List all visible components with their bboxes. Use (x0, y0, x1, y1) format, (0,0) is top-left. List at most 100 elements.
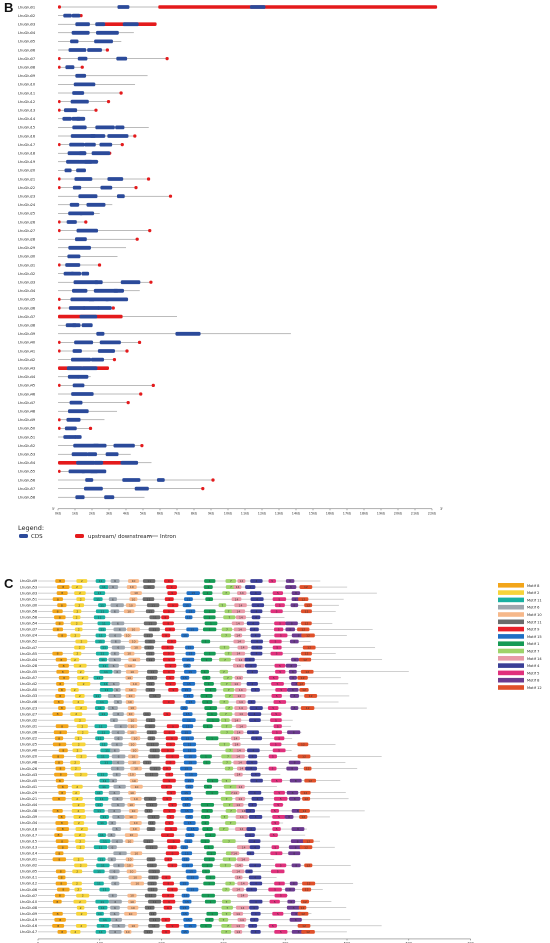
motif-box (127, 802, 136, 807)
motif-number: 8 (293, 730, 295, 734)
motif-box (58, 663, 69, 668)
motif-legend-swatch (498, 685, 524, 690)
motif-box (128, 579, 140, 583)
motif-box (301, 621, 312, 626)
cds-box (72, 185, 82, 190)
motif-box (250, 579, 263, 583)
motif-box (251, 645, 263, 650)
motif-number: 11 (105, 749, 109, 753)
motif-box (99, 688, 114, 692)
motif-box (251, 603, 265, 608)
motif-box (250, 930, 261, 934)
motif-number: 14 (239, 615, 243, 619)
motif-box (98, 917, 112, 922)
motif-box (98, 905, 108, 910)
motif-box (186, 627, 199, 632)
motif-box (95, 930, 107, 934)
motif-box (95, 700, 109, 704)
motif-legend-label: Motif 6 (527, 606, 540, 610)
motif-number: 1 (205, 676, 207, 680)
cds-box (105, 452, 119, 457)
protein-label: LhuGlu12 (20, 882, 37, 886)
motif-box (290, 706, 299, 710)
motif-box (111, 754, 126, 759)
gene-label: LhuGlu34 (18, 289, 36, 293)
gene-label: LhuGlu18 (18, 152, 36, 156)
motif-box (130, 796, 142, 801)
motif-box (56, 585, 70, 589)
protein-label: LhuGlu17 (20, 930, 37, 934)
motif-box (218, 742, 230, 747)
motif-number: 8 (293, 640, 295, 644)
kb-axis-tick-label: 22kb (428, 511, 436, 515)
motif-box (128, 639, 139, 644)
motif-number: 7 (228, 688, 230, 692)
cds-box (117, 5, 130, 9)
motif-box (128, 657, 141, 662)
motif-number: 8 (61, 706, 63, 710)
motif-box (251, 736, 263, 741)
motif-box (57, 784, 69, 789)
cds-box (68, 245, 91, 250)
motif-number: 10 (134, 797, 138, 801)
motif-number: 8 (292, 670, 294, 674)
motif-box (96, 821, 108, 825)
utr-box (139, 392, 143, 396)
protein-row (38, 754, 382, 759)
protein-row (38, 712, 283, 716)
motif-number: 5 (279, 621, 281, 625)
cds-box (134, 486, 149, 491)
motif-box (108, 845, 117, 850)
motif-box (200, 669, 210, 674)
motif-number: 10 (130, 894, 134, 898)
motif-box (164, 857, 173, 862)
motif-box (144, 639, 156, 644)
motif-number: 15 (188, 749, 192, 753)
motif-number: 7 (225, 779, 227, 783)
gene-label: LhuGlu52 (18, 444, 35, 448)
aa-axis-tick-label: 600 (406, 941, 412, 943)
motif-box (163, 730, 176, 735)
motif-number: 15 (185, 603, 189, 607)
motif-number: 9 (167, 857, 169, 861)
motif-number: 7 (229, 749, 231, 753)
protein-label: LhuGlu29 (20, 791, 38, 795)
protein-row (38, 893, 289, 898)
motif-box (108, 893, 118, 898)
motif-number: 1 (206, 658, 208, 662)
motif-number: 4 (255, 706, 257, 710)
motif-number: 11 (153, 918, 157, 922)
protein-label: LhuGlu41 (20, 785, 37, 789)
gene-label: LhuGlu47 (18, 401, 35, 405)
motif-box (299, 585, 313, 589)
motif-box (145, 845, 158, 850)
utr-box (134, 186, 138, 190)
protein-row (38, 657, 383, 662)
motif-number: 10 (130, 730, 134, 734)
motif-box (182, 718, 196, 723)
motif-box (93, 675, 104, 680)
motif-number: 2 (77, 749, 79, 753)
motif-box (285, 579, 295, 583)
motif-number: 6 (114, 609, 116, 613)
motif-box (54, 760, 64, 765)
motif-number: 4 (256, 797, 258, 801)
motif-number: 14 (238, 797, 242, 801)
motif-number: 15 (184, 894, 188, 898)
motif-box (225, 821, 237, 825)
motif-number: 1 (212, 779, 214, 783)
cds-box (74, 435, 82, 439)
motif-box (126, 712, 135, 716)
motif-box (247, 700, 256, 704)
motif-box (285, 627, 295, 632)
motif-number: 11 (102, 621, 106, 625)
motif-box (274, 881, 285, 886)
motif-box (203, 784, 212, 789)
protein-label: LhuGlu08 (20, 906, 38, 910)
motif-box (127, 724, 138, 729)
motif-number: 6 (119, 628, 121, 632)
motif-number: 7 (229, 694, 231, 698)
motif-number: 11 (148, 724, 152, 728)
motif-box (289, 675, 297, 680)
motif-number: 8 (291, 767, 293, 771)
